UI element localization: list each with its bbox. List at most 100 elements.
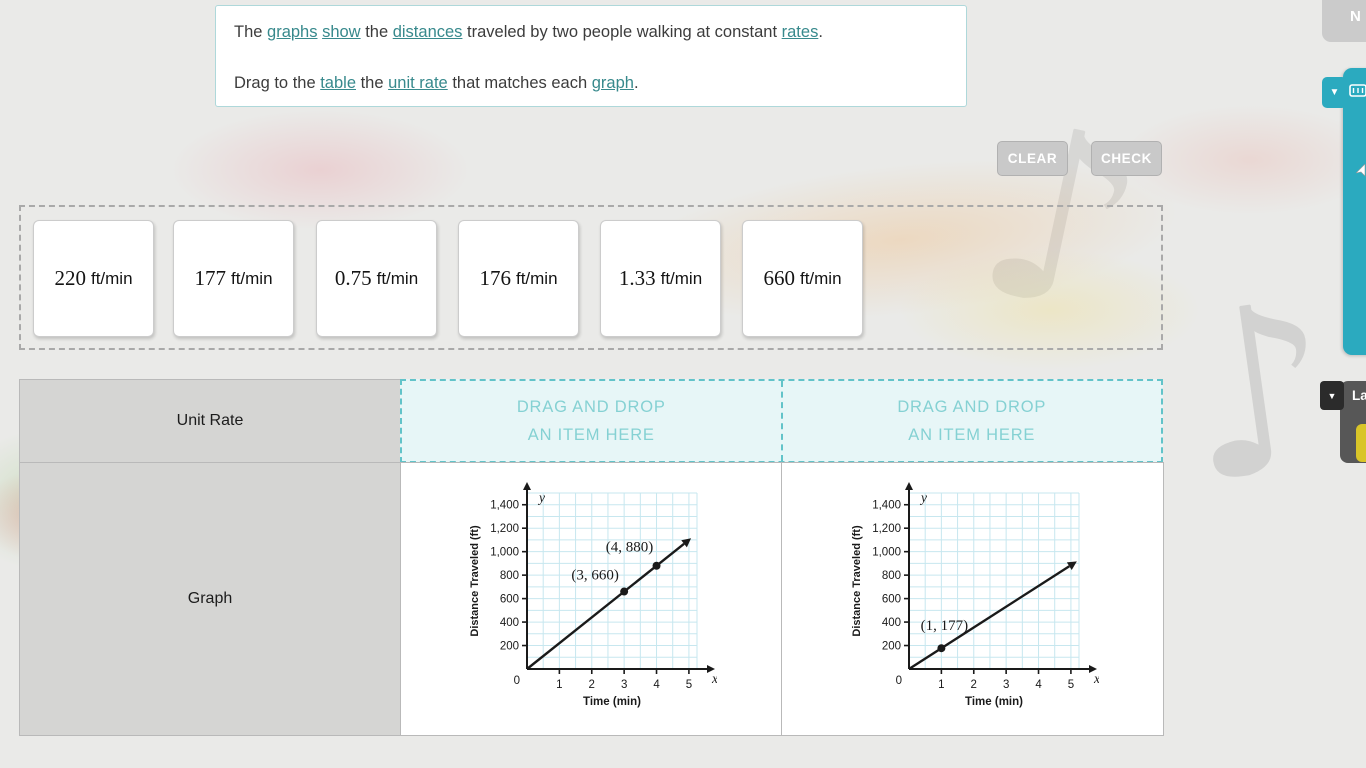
svg-text:400: 400 (500, 617, 519, 629)
svg-text:4: 4 (1035, 679, 1042, 691)
tile-unit: ft/min (376, 268, 419, 288)
link-graphs[interactable]: graphs (267, 23, 318, 41)
svg-text:2: 2 (970, 679, 976, 691)
svg-text:800: 800 (881, 570, 900, 582)
tile-176-ft-min[interactable]: 176 ft/min (458, 220, 579, 337)
prompt-text: . (633, 74, 639, 92)
tile-177-ft-min[interactable]: 177 ft/min (173, 220, 294, 337)
svg-text:1,000: 1,000 (872, 546, 901, 558)
svg-text:x: x (711, 671, 717, 686)
tile-0-75-ft-min[interactable]: 0.75 ft/min (316, 220, 437, 337)
link-unit-rate[interactable]: unit rate (388, 74, 448, 92)
svg-text:400: 400 (881, 617, 900, 629)
tile-value: 220 (54, 266, 86, 290)
svg-text:x: x (1093, 671, 1099, 686)
svg-text:3: 3 (621, 679, 627, 691)
link-show[interactable]: show (322, 23, 361, 41)
language-tab-label: La (1352, 388, 1366, 403)
svg-text:2: 2 (589, 679, 595, 691)
link-graph[interactable]: graph (591, 74, 634, 92)
prompt-text: The (234, 23, 268, 41)
answer-tile-tray: 220 ft/min 177 ft/min 0.75 ft/min 176 ft/min… (19, 205, 1163, 350)
tile-unit: ft/min (90, 268, 133, 288)
dropzone-text: DRAG AND DROP (897, 398, 1047, 416)
tile-value: 176 (479, 266, 511, 290)
tile-value: 0.75 (334, 266, 372, 290)
svg-text:y: y (537, 490, 545, 505)
svg-text:(3, 660): (3, 660) (571, 567, 619, 583)
row-header-unit-rate: Unit Rate (19, 379, 401, 463)
svg-text:0: 0 (514, 675, 520, 687)
keyboard-icon (1349, 84, 1366, 97)
svg-text:200: 200 (881, 640, 900, 652)
prompt-text: that matches each (447, 74, 592, 92)
clear-button[interactable]: CLEAR (997, 141, 1068, 176)
tile-220-ft-min[interactable]: 220 ft/min (33, 220, 154, 337)
svg-text:4: 4 (653, 679, 660, 691)
distance-time-graph-1: 1 2 3 4 5 200 400 600 800 1,000 1,200 1,400 0 y x Dista… (465, 481, 718, 718)
svg-text:600: 600 (500, 593, 519, 605)
svg-text:3: 3 (1002, 679, 1008, 691)
svg-text:1,400: 1,400 (490, 499, 519, 511)
svg-text:1: 1 (938, 679, 944, 691)
tile-unit: ft/min (515, 268, 558, 288)
row-header-graph: Graph (19, 462, 401, 736)
dropzone-graph-1[interactable]: DRAG AND DROP AN ITEM HERE (402, 381, 781, 461)
svg-text:Distance Traveled (ft): Distance Traveled (ft) (851, 525, 863, 637)
dropzone-text: AN ITEM HERE (527, 426, 655, 444)
svg-text:5: 5 (1067, 679, 1073, 691)
tile-unit: ft/min (799, 268, 842, 288)
toolbar-flyout-tab[interactable] (1343, 68, 1366, 355)
check-button[interactable]: CHECK (1091, 141, 1162, 176)
svg-text:y: y (919, 490, 927, 505)
svg-text:800: 800 (500, 570, 519, 582)
svg-text:600: 600 (881, 593, 900, 605)
svg-text:Time (min): Time (min) (965, 696, 1023, 708)
link-distances[interactable]: distances (392, 23, 463, 41)
prompt-text: the (356, 74, 389, 92)
tile-660-ft-min[interactable]: 660 ft/min (742, 220, 863, 337)
prompt-text: the (360, 23, 393, 41)
question-box: The graphs show the distances traveled b… (215, 5, 967, 107)
collapse-language-button[interactable]: ▼ (1320, 381, 1344, 410)
tile-value: 1.33 (618, 266, 656, 290)
dropzone-row: DRAG AND DROP AN ITEM HERE DRAG AND DROP… (400, 379, 1163, 463)
prompt-line-1: The graphs show the distances traveled b… (234, 21, 948, 43)
dropzone-text: AN ITEM HERE (908, 426, 1036, 444)
tile-value: 660 (763, 266, 795, 290)
svg-text:200: 200 (500, 640, 519, 652)
svg-text:1,000: 1,000 (490, 546, 519, 558)
svg-text:1,200: 1,200 (490, 523, 519, 535)
collapse-toolbar-button[interactable]: ▼ (1322, 77, 1347, 108)
distance-time-graph-2: 1 2 3 4 5 200 400 600 800 1,000 1,200 1,400 0 y x Dista… (847, 481, 1100, 718)
chevron-down-icon: ▼ (1327, 390, 1337, 401)
next-button-label: N (1350, 7, 1361, 25)
svg-text:1,400: 1,400 (872, 499, 901, 511)
svg-text:(1, 177): (1, 177) (920, 618, 968, 634)
tile-unit: ft/min (230, 268, 273, 288)
dropzone-text: DRAG AND DROP (516, 398, 666, 416)
tile-unit: ft/min (660, 268, 703, 288)
svg-text:0: 0 (895, 675, 901, 687)
graph-cell-2: 1 2 3 4 5 200 400 600 800 1,000 1,200 1,400 0 y x Dista… (781, 462, 1164, 736)
mouse-cursor (1356, 164, 1366, 177)
prompt-text: Drag to the (234, 74, 321, 92)
graph-cell-1: 1 2 3 4 5 200 400 600 800 1,000 1,200 1,400 0 y x Dista… (400, 462, 782, 736)
chevron-down-icon: ▼ (1329, 87, 1340, 98)
tile-1-33-ft-min[interactable]: 1.33 ft/min (600, 220, 721, 337)
link-table[interactable]: table (320, 74, 356, 92)
dropzone-graph-2[interactable]: DRAG AND DROP AN ITEM HERE (780, 381, 1162, 461)
svg-text:Distance Traveled (ft): Distance Traveled (ft) (469, 525, 481, 637)
tile-value: 177 (194, 266, 226, 290)
next-button-partial[interactable]: N (1322, 0, 1366, 42)
language-tool-icon[interactable] (1356, 424, 1366, 462)
prompt-text: traveled by two people walking at consta… (462, 23, 782, 41)
prompt-text: . (818, 23, 823, 41)
svg-text:(4, 880): (4, 880) (606, 539, 654, 555)
link-rates[interactable]: rates (781, 23, 819, 41)
prompt-line-2: Drag to the table the unit rate that mat… (234, 72, 948, 94)
svg-text:1,200: 1,200 (872, 523, 901, 535)
svg-text:1: 1 (556, 679, 562, 691)
svg-text:Time (min): Time (min) (583, 696, 641, 708)
